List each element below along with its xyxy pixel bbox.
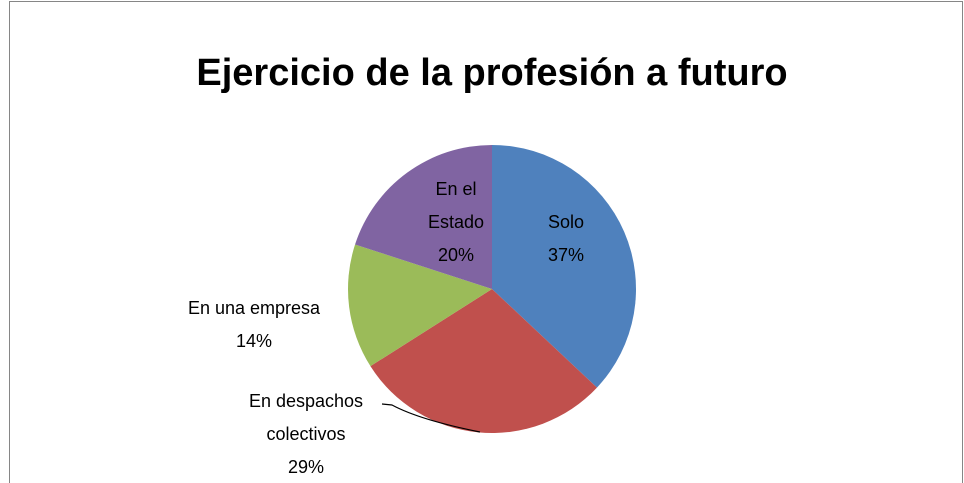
pie-slice — [370, 289, 597, 433]
label-value: 37% — [547, 245, 585, 265]
pie-slice — [348, 244, 492, 367]
slice-label: En el Estado 20% — [421, 173, 491, 272]
slice-label: En despachos colectivos 29% — [241, 385, 371, 483]
pie-slice — [492, 145, 637, 388]
pie — [348, 145, 637, 433]
pie-slice — [355, 145, 492, 289]
slice-label: En una empresa 14% — [174, 292, 334, 358]
chart-title: Ejercicio de la profesión a futuro — [196, 52, 787, 94]
leader-line — [381, 403, 481, 433]
slice-label: Solo 37% — [516, 206, 616, 272]
label-name: Solo — [547, 212, 585, 232]
label-value: 20% — [437, 245, 475, 265]
label-name: En el Estado — [427, 179, 485, 232]
label-value: 29% — [287, 457, 325, 477]
label-name: En una empresa — [187, 298, 321, 318]
label-value: 14% — [235, 331, 273, 351]
label-name: En despachos colectivos — [248, 391, 364, 444]
